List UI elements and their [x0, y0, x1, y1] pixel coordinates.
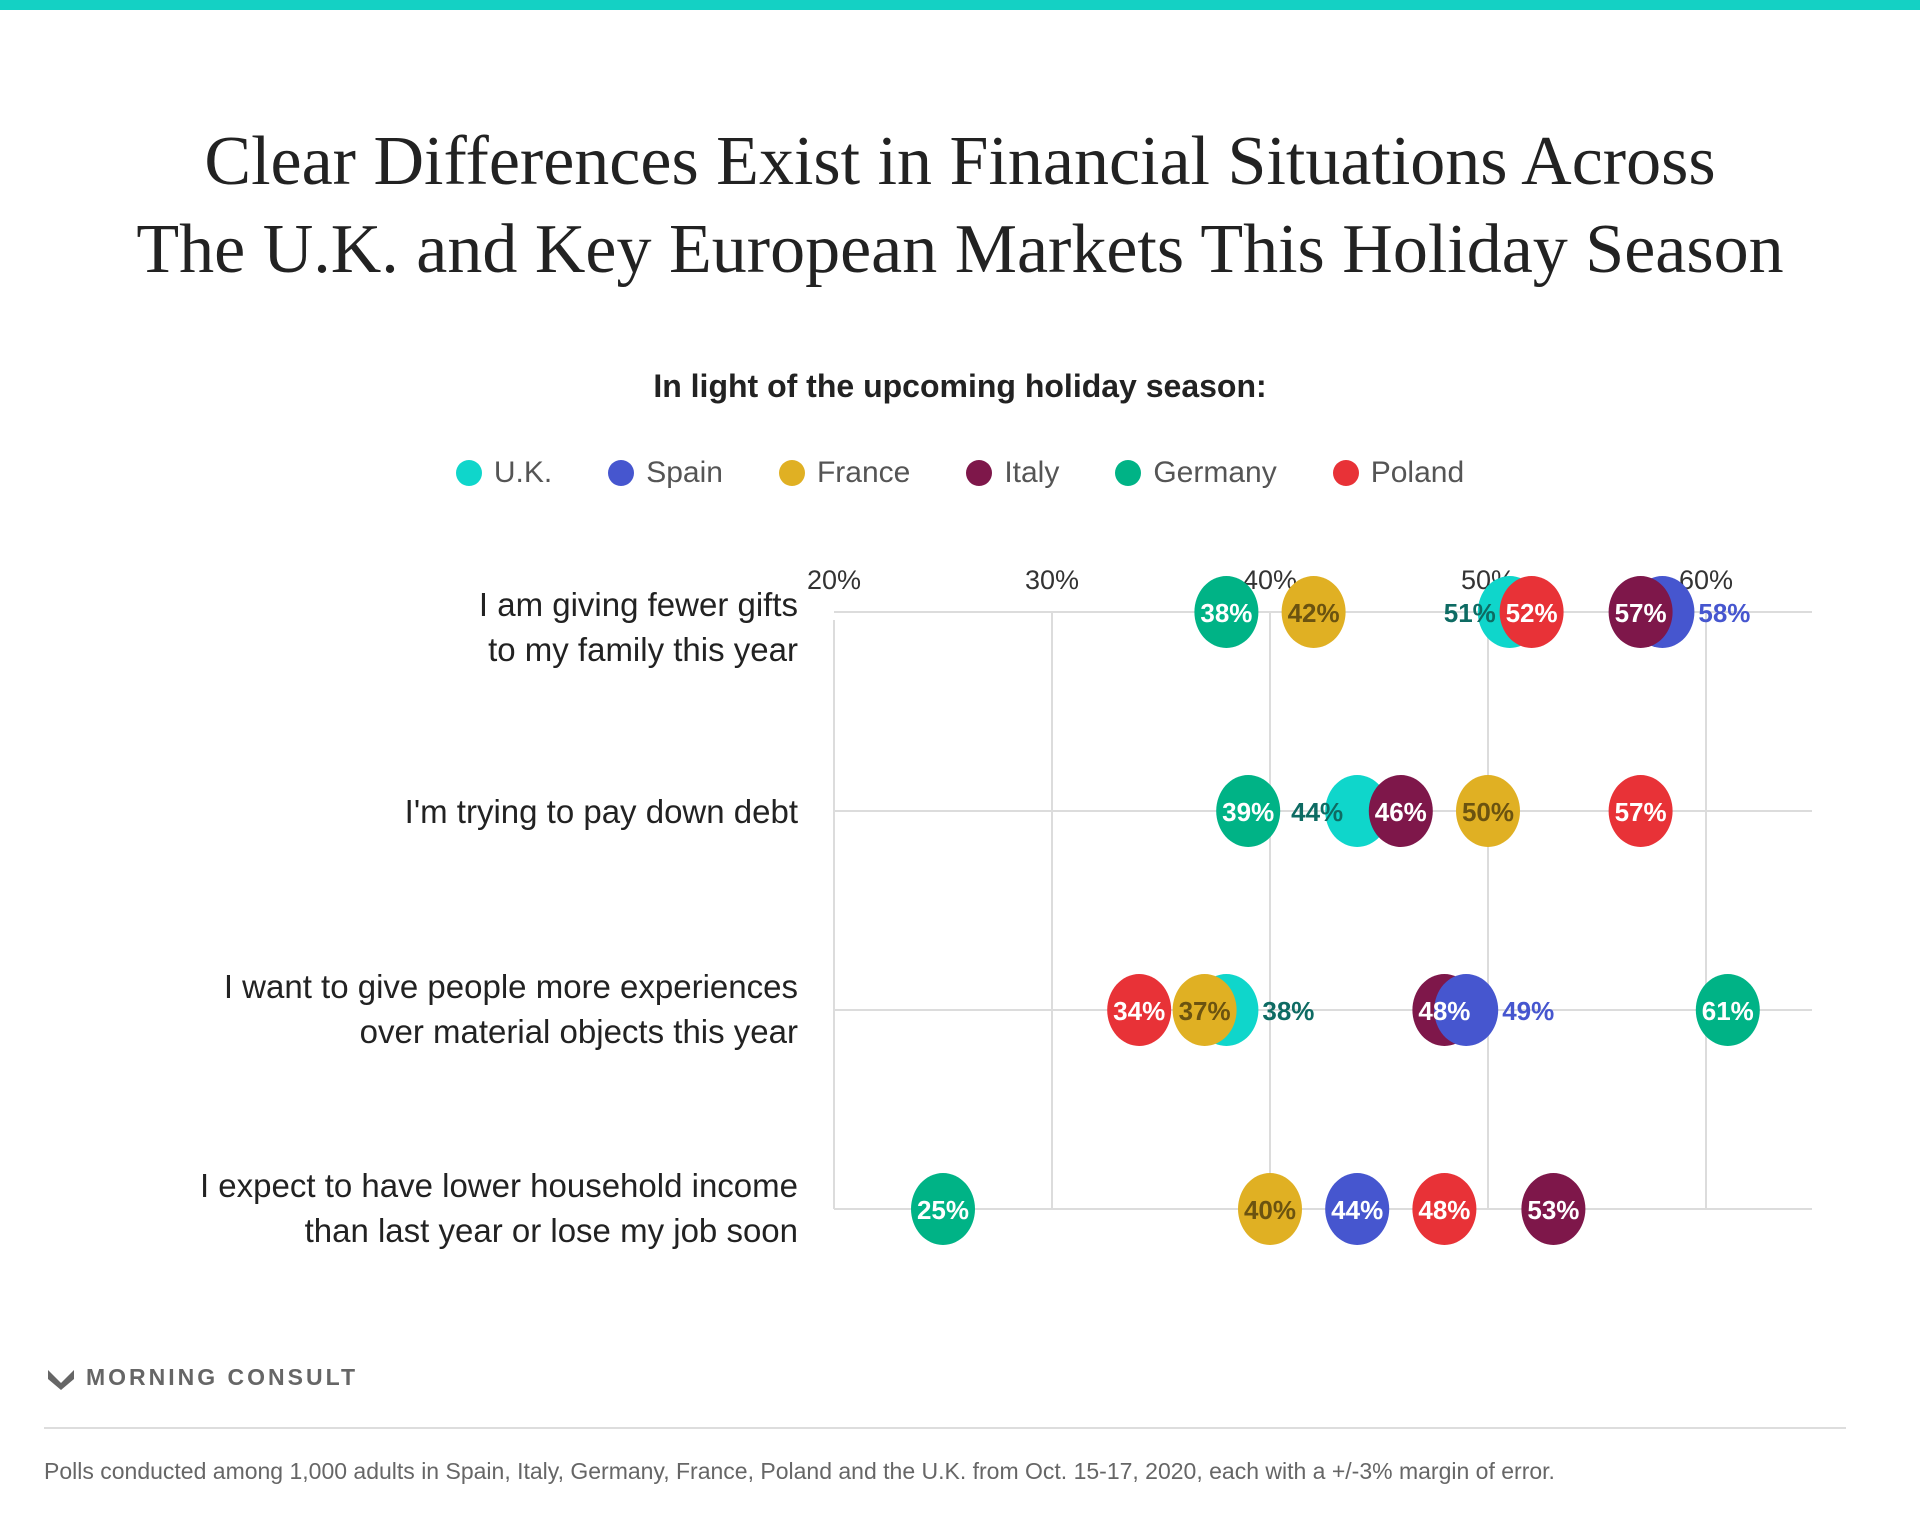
legend-item-uk: U.K. — [455, 456, 553, 490]
data-label: 44% — [1291, 797, 1343, 827]
data-label: 49% — [1502, 996, 1554, 1026]
legend-item-italy: Italy — [966, 456, 1059, 490]
dot-poland — [1107, 974, 1172, 1046]
divider — [44, 1427, 1846, 1429]
dot-france — [1456, 775, 1520, 847]
chart-title: Clear Differences Exist in Financial Sit… — [0, 118, 1920, 294]
top-accent-bar — [0, 0, 1920, 10]
data-label: 50% — [1462, 797, 1514, 827]
morning-consult-logo: MORNING CONSULT — [46, 1364, 358, 1391]
legend-dot-icon — [1332, 460, 1359, 486]
dot-germany — [911, 1173, 975, 1245]
logo-mark-icon — [48, 1369, 74, 1390]
legend-item-france: France — [778, 456, 911, 490]
dot-italy — [1521, 1173, 1586, 1245]
category-label: I am giving fewer gifts — [479, 586, 798, 623]
dot-germany — [1695, 974, 1760, 1046]
data-label: 58% — [1698, 598, 1750, 628]
logo-text: MORNING CONSULT — [86, 1364, 359, 1390]
x-tick-label: 40% — [1243, 565, 1297, 595]
dot-italy — [1368, 775, 1433, 847]
legend-item-spain: Spain — [608, 456, 723, 490]
dot-spain — [1325, 1173, 1390, 1245]
legend: U.K. Spain France Italy Germany Poland — [0, 456, 1920, 490]
chart-subtitle: In light of the upcoming holiday season: — [653, 368, 1267, 404]
dot-france — [1172, 974, 1237, 1046]
data-label: 53% — [1527, 1195, 1579, 1225]
legend-label: Poland — [1370, 456, 1465, 489]
category-label: to my family this year — [488, 631, 798, 668]
legend-dot-icon — [1115, 460, 1142, 486]
data-label: 57% — [1615, 797, 1667, 827]
dot-france — [1238, 1173, 1302, 1245]
data-label: 48% — [1418, 996, 1470, 1026]
legend-dot-icon — [966, 460, 993, 486]
data-label: 51% — [1444, 598, 1496, 628]
legend-label: France — [816, 456, 911, 489]
legend-item-poland: Poland — [1332, 456, 1465, 490]
data-label: 57% — [1615, 598, 1667, 628]
category-label: I'm trying to pay down debt — [405, 793, 798, 830]
title-line-1: Clear Differences Exist in Financial Sit… — [204, 123, 1716, 200]
data-label: 46% — [1375, 797, 1427, 827]
legend-label: Italy — [1004, 456, 1060, 489]
data-label: 40% — [1244, 1195, 1296, 1225]
dot-poland — [1499, 576, 1564, 648]
dot-poland — [1412, 1173, 1477, 1245]
legend-dot-icon — [778, 460, 805, 486]
data-label: 61% — [1702, 996, 1754, 1026]
dot-germany — [1194, 576, 1259, 648]
dot-italy — [1608, 576, 1673, 648]
legend-label: U.K. — [493, 456, 553, 489]
legend-dot-icon — [608, 460, 635, 486]
footnote: Polls conducted among 1,000 adults in Sp… — [44, 1458, 1555, 1484]
legend-item-germany: Germany — [1115, 456, 1277, 490]
title-line-2: The U.K. and Key European Markets This H… — [136, 211, 1784, 288]
category-label: I expect to have lower household income — [200, 1167, 798, 1204]
data-label: 42% — [1288, 598, 1340, 628]
data-label: 37% — [1179, 996, 1231, 1026]
data-label: 38% — [1200, 598, 1252, 628]
data-label: 25% — [917, 1195, 969, 1225]
legend-dot-icon — [455, 460, 482, 486]
dot-germany — [1216, 775, 1281, 847]
category-label: I want to give people more experiences — [224, 968, 798, 1005]
data-label: 48% — [1418, 1195, 1470, 1225]
data-label: 39% — [1222, 797, 1274, 827]
data-label: 44% — [1331, 1195, 1383, 1225]
x-tick-label: 20% — [807, 565, 861, 595]
legend-label: Spain — [646, 456, 723, 489]
x-tick-label: 30% — [1025, 565, 1079, 595]
category-label: than last year or lose my job soon — [305, 1212, 798, 1249]
x-tick-label: 60% — [1679, 565, 1733, 595]
dot-spain — [1434, 974, 1499, 1046]
data-label: 38% — [1262, 996, 1314, 1026]
dot-france — [1281, 576, 1346, 648]
data-label: 34% — [1113, 996, 1165, 1026]
dot-poland — [1608, 775, 1673, 847]
data-label: 52% — [1506, 598, 1558, 628]
category-label: over material objects this year — [360, 1013, 798, 1050]
legend-label: Germany — [1153, 456, 1277, 489]
